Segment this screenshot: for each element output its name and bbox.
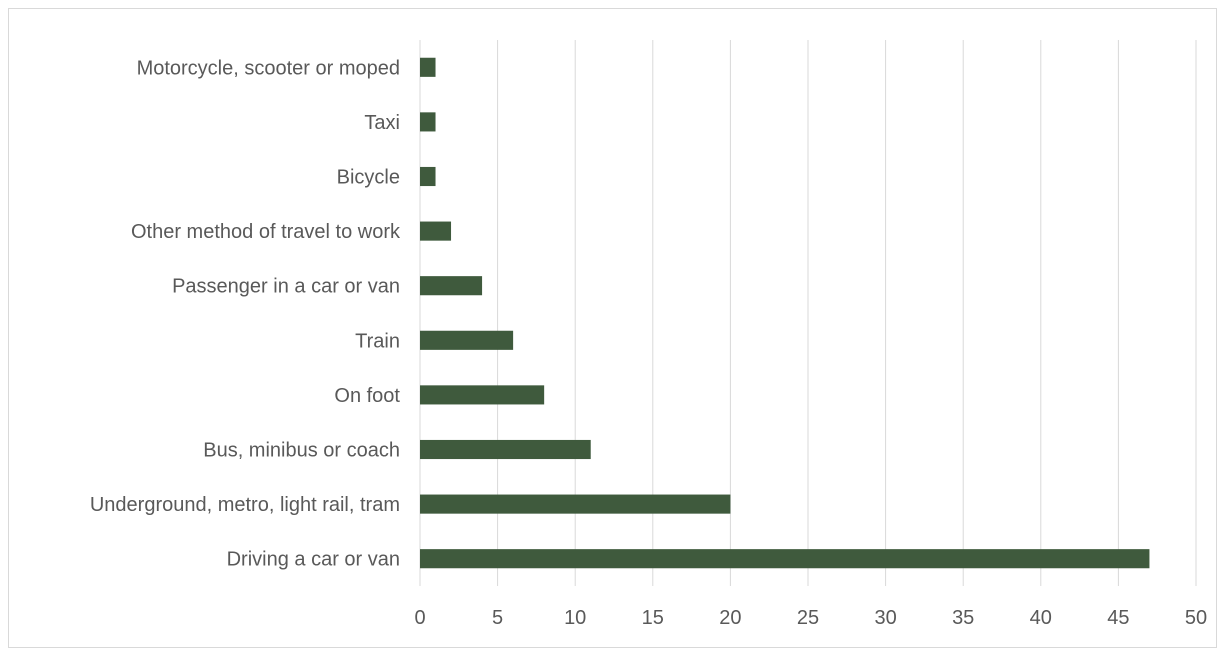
category-label: Motorcycle, scooter or moped <box>137 57 400 79</box>
bar <box>420 112 436 132</box>
x-tick-label: 20 <box>719 607 741 629</box>
bar <box>420 549 1150 569</box>
x-tick-label: 15 <box>642 607 664 629</box>
x-tick-label: 50 <box>1185 607 1207 629</box>
x-tick-label: 25 <box>797 607 819 629</box>
category-label: Other method of travel to work <box>131 221 401 243</box>
category-label: Underground, metro, light rail, tram <box>90 494 400 516</box>
category-label: Taxi <box>364 112 400 134</box>
bar <box>420 166 436 187</box>
bar <box>420 276 483 296</box>
x-tick-label: 35 <box>952 607 974 629</box>
x-tick-label: 40 <box>1030 607 1052 629</box>
category-label: Bus, minibus or coach <box>203 440 400 462</box>
x-tick-label: 30 <box>874 607 896 629</box>
bar <box>420 385 545 405</box>
bar <box>420 330 514 350</box>
bar <box>420 221 452 241</box>
x-tick-labels: 0 5 10 15 20 25 30 35 40 45 50 <box>414 607 1207 629</box>
category-label: Bicycle <box>337 167 400 189</box>
chart-frame <box>8 8 1217 648</box>
category-label: On foot <box>334 385 400 407</box>
category-label: Train <box>355 330 400 352</box>
bar <box>420 439 591 460</box>
x-tick-label: 10 <box>564 607 586 629</box>
bars <box>420 57 1150 569</box>
category-label: Driving a car or van <box>227 549 400 571</box>
x-tick-label: 0 <box>414 607 425 629</box>
category-label: Passenger in a car or van <box>172 276 400 298</box>
x-tick-label: 5 <box>492 607 503 629</box>
bar <box>420 57 436 77</box>
bar <box>420 494 731 514</box>
category-labels: Driving a car or van Underground, metro, … <box>90 57 401 570</box>
x-tick-label: 45 <box>1107 607 1129 629</box>
